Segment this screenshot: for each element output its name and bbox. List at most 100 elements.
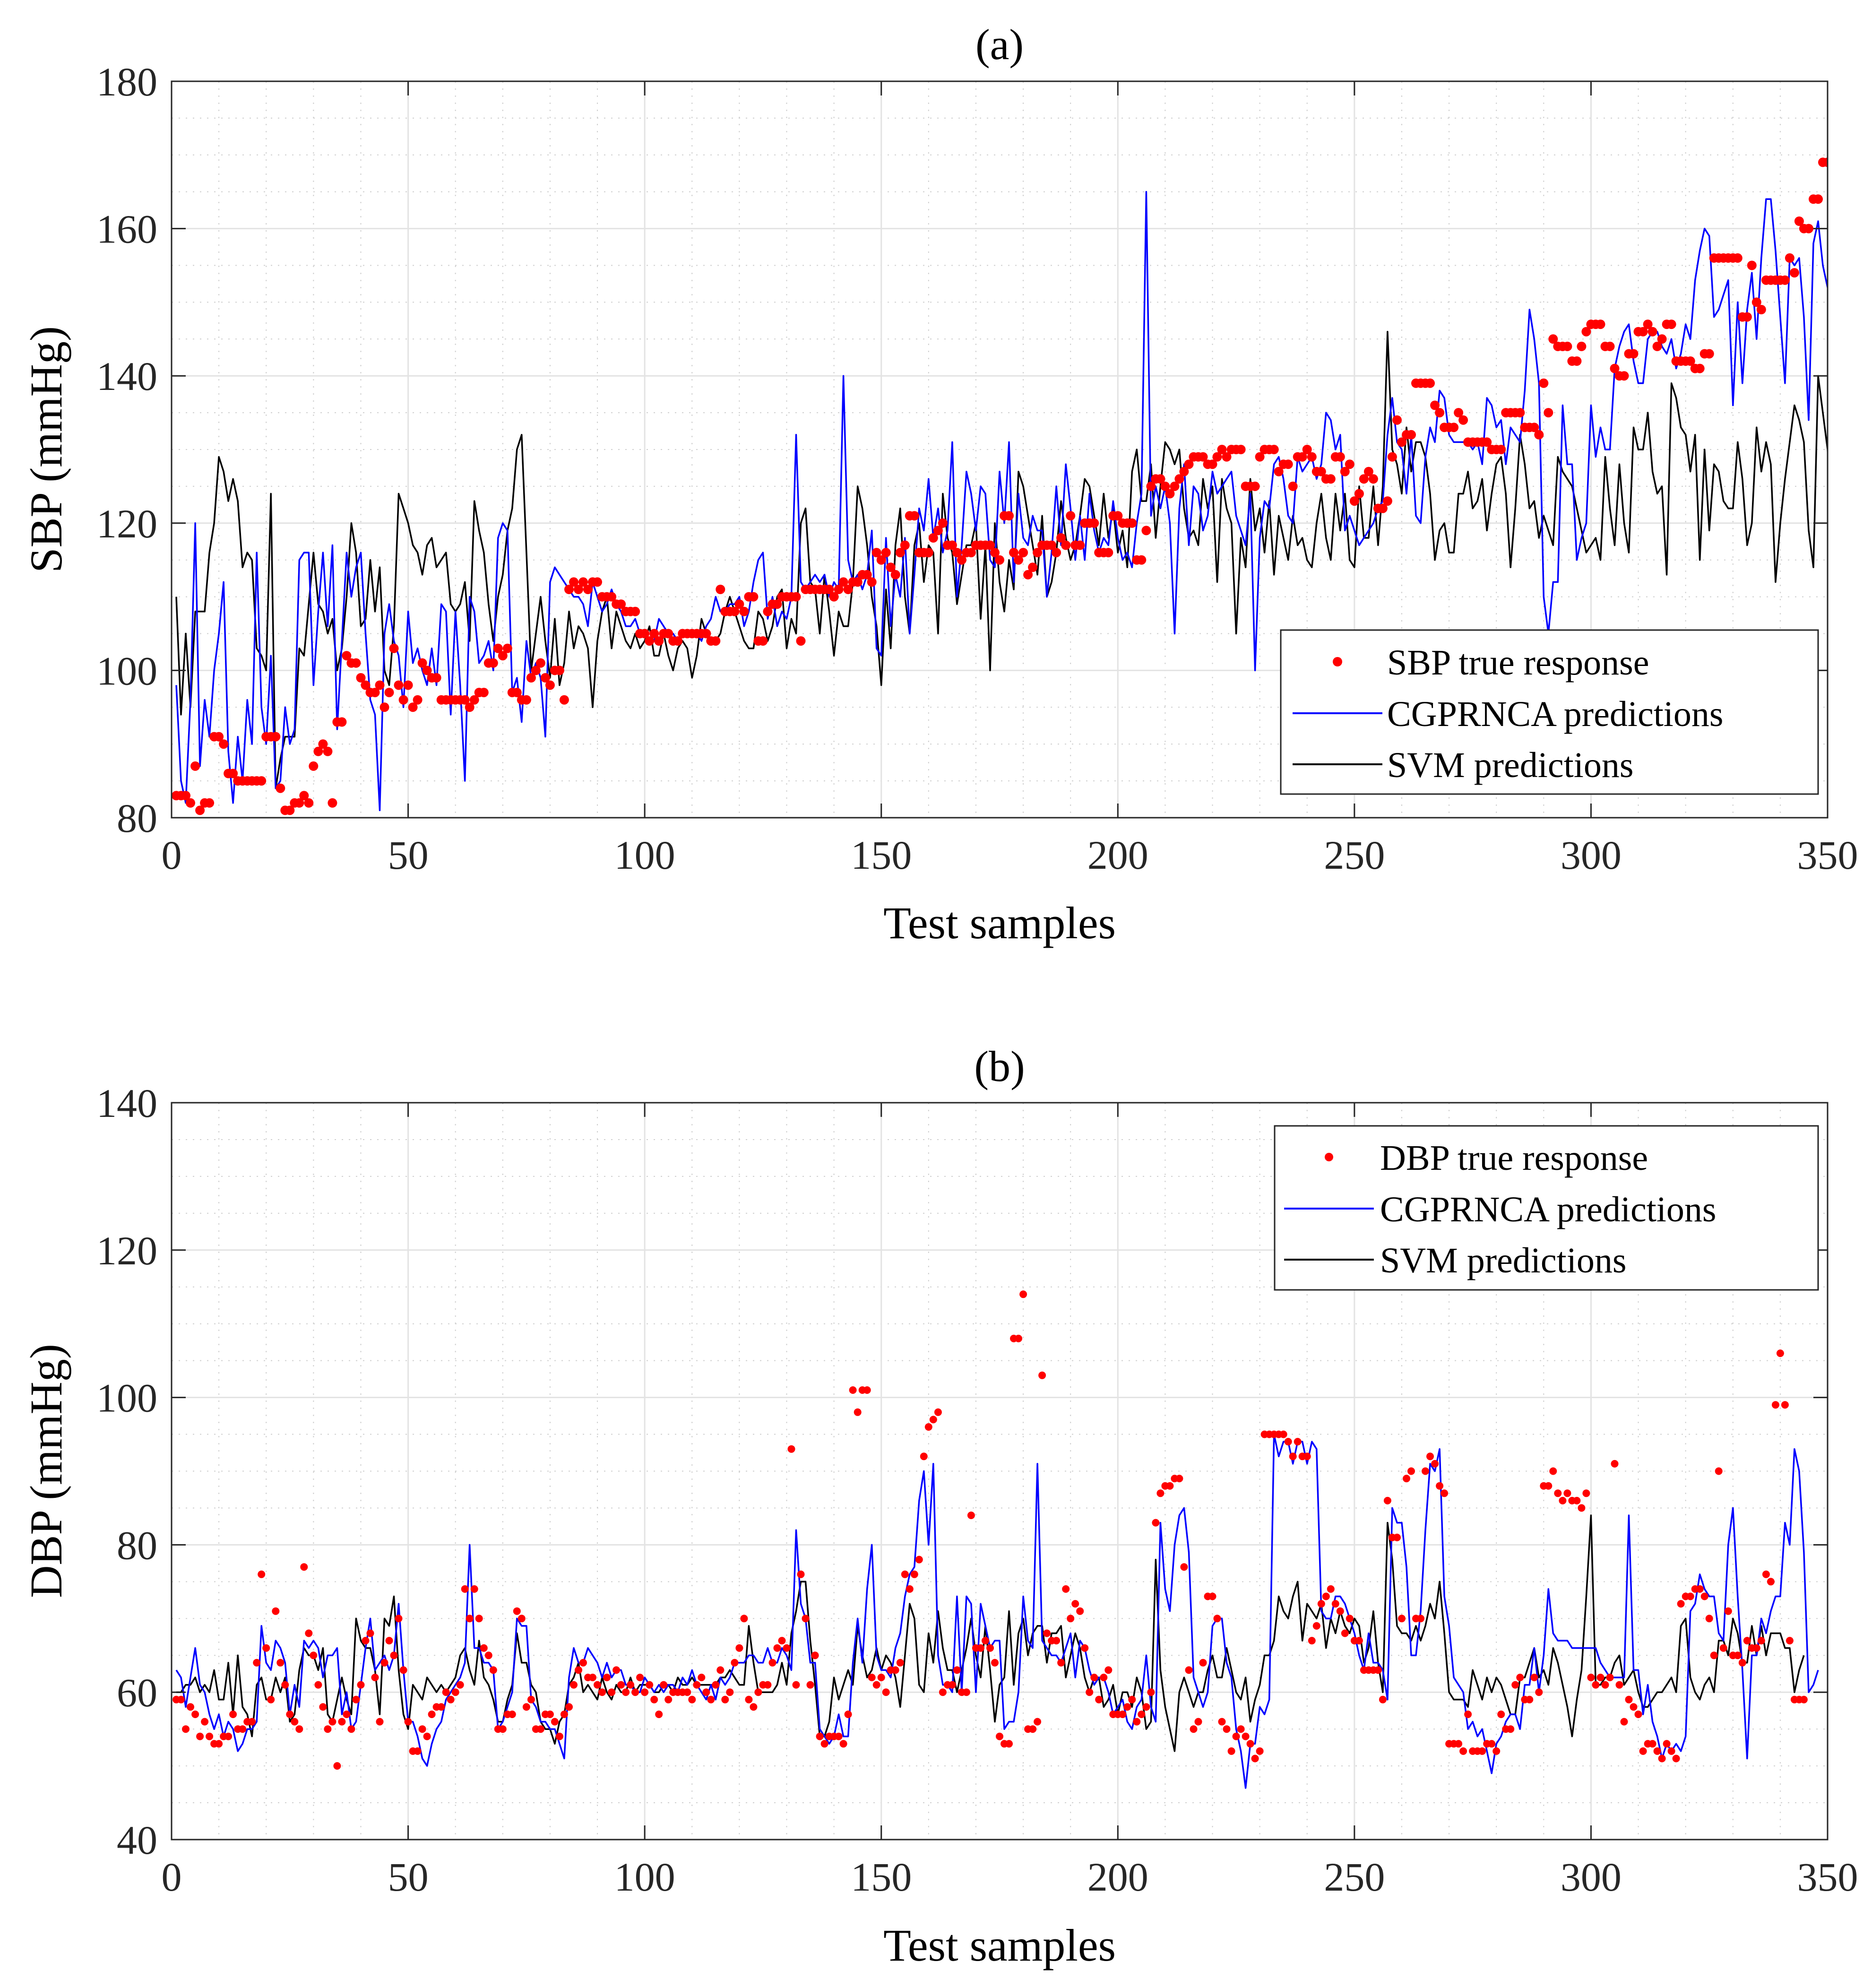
- ticks-a: 0 50 100 150 200 250 300 350 80 100 120 140 160 180: [96, 59, 1858, 878]
- data-point: [1507, 1725, 1515, 1733]
- data-point: [1052, 1637, 1061, 1645]
- data-point: [187, 1703, 194, 1711]
- data-point: [1756, 305, 1766, 314]
- data-point: [313, 746, 323, 756]
- x-tick-label: 100: [614, 1854, 675, 1900]
- data-point: [295, 1725, 303, 1733]
- data-point: [1061, 540, 1071, 550]
- data-point: [1089, 518, 1099, 528]
- data-point: [617, 1681, 625, 1689]
- data-point: [262, 1644, 270, 1652]
- data-point: [1242, 1732, 1250, 1740]
- data-point: [1071, 1600, 1079, 1608]
- plot-frame-b: [171, 1102, 1829, 1841]
- data-point: [1458, 415, 1468, 425]
- data-point: [1530, 1674, 1538, 1681]
- data-point: [872, 1681, 880, 1689]
- data-point: [1269, 445, 1279, 454]
- data-point: [508, 1711, 516, 1718]
- data-point: [1425, 378, 1435, 388]
- data-point: [1104, 548, 1113, 558]
- x-tick-label: 250: [1324, 1854, 1385, 1900]
- data-point: [305, 1629, 313, 1637]
- data-point: [1515, 408, 1525, 418]
- x-tick-label: 350: [1797, 832, 1858, 878]
- data-point: [1459, 1747, 1467, 1755]
- data-point: [1619, 371, 1629, 381]
- data-point: [224, 1732, 233, 1740]
- data-point: [797, 1570, 805, 1578]
- data-point: [380, 702, 389, 712]
- data-point: [579, 1659, 587, 1667]
- data-point: [398, 695, 408, 705]
- data-point: [1043, 1629, 1051, 1637]
- data-point: [1009, 548, 1018, 558]
- data-point: [928, 533, 938, 543]
- data-point: [1340, 467, 1350, 476]
- data-point: [1028, 562, 1038, 572]
- data-point: [285, 805, 295, 815]
- data-point: [1842, 165, 1851, 174]
- data-point: [1436, 1482, 1444, 1490]
- data-point: [1548, 334, 1558, 344]
- data-point: [1251, 1755, 1259, 1763]
- legend-b: DBP true response CGPRNCA predictions SV…: [1274, 1125, 1819, 1291]
- data-point: [1279, 1430, 1287, 1438]
- data-point: [1023, 570, 1033, 579]
- data-point: [526, 673, 536, 683]
- y-tick-label: 120: [96, 1228, 157, 1273]
- data-point: [649, 629, 659, 639]
- data-point: [843, 585, 853, 594]
- data-point: [195, 805, 205, 815]
- data-point: [1374, 1666, 1382, 1674]
- data-point: [371, 1674, 379, 1681]
- data-point: [650, 1695, 658, 1703]
- data-point: [399, 1666, 407, 1674]
- data-point: [394, 680, 404, 690]
- data-point: [630, 606, 640, 616]
- data-point: [947, 540, 957, 550]
- data-point: [1095, 1695, 1103, 1703]
- data-point: [882, 1688, 890, 1696]
- data-point: [1454, 408, 1464, 418]
- data-point: [201, 1718, 209, 1726]
- data-point: [1686, 1592, 1694, 1600]
- data-point: [607, 592, 617, 602]
- data-point: [375, 680, 385, 690]
- data-point: [484, 1651, 492, 1660]
- data-point: [829, 592, 839, 602]
- legend-label-true-a: SBP true response: [1387, 643, 1649, 683]
- data-point: [314, 1681, 322, 1689]
- data-point: [422, 666, 432, 675]
- data-point: [1605, 341, 1615, 351]
- data-point: [1302, 445, 1312, 454]
- data-point: [1198, 452, 1208, 462]
- data-point: [622, 1688, 630, 1696]
- data-point: [395, 1615, 403, 1623]
- data-point: [271, 732, 281, 742]
- data-point: [380, 1659, 388, 1667]
- data-point: [1398, 1615, 1406, 1623]
- data-point: [328, 798, 337, 808]
- plot-frame-a: [171, 80, 1829, 819]
- data-point: [437, 1703, 445, 1711]
- data-point: [673, 636, 683, 646]
- data-point: [228, 769, 238, 778]
- data-point: [190, 761, 200, 771]
- data-point: [896, 1659, 904, 1667]
- data-point: [701, 629, 711, 639]
- data-point: [1034, 1718, 1042, 1726]
- data-point: [564, 585, 574, 594]
- data-point: [219, 739, 229, 749]
- data-point: [536, 1725, 544, 1733]
- ticks-b: 0 50 100 150 200 250 300 350 40 60 80 100 120 140: [96, 1080, 1858, 1900]
- data-point: [938, 518, 948, 528]
- data-point: [205, 798, 215, 808]
- data-point: [291, 1718, 299, 1726]
- data-point: [1057, 1659, 1065, 1667]
- data-point: [1363, 467, 1373, 476]
- data-point: [1549, 1467, 1557, 1475]
- data-point: [1218, 1718, 1226, 1726]
- data-point: [1283, 459, 1293, 469]
- data-point: [1256, 1747, 1264, 1755]
